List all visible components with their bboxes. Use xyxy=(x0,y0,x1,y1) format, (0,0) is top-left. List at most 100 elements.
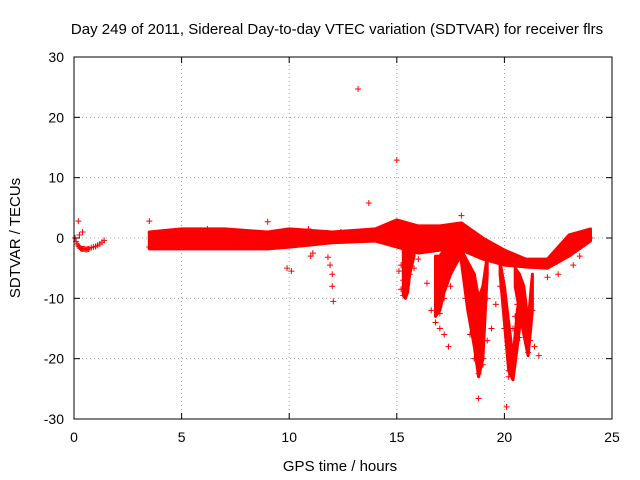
data-point xyxy=(309,250,316,257)
x-axis-label: GPS time / hours xyxy=(283,458,397,475)
data-bands xyxy=(147,218,592,382)
data-point xyxy=(510,260,517,267)
data-point xyxy=(256,236,263,243)
data-point xyxy=(477,247,484,254)
data-point xyxy=(299,235,306,241)
data-point xyxy=(466,331,473,338)
data-point xyxy=(76,231,83,238)
data-point xyxy=(243,235,250,241)
data-point xyxy=(330,298,337,305)
x-tick-label: 5 xyxy=(178,429,186,445)
data-point xyxy=(458,231,465,238)
data-point xyxy=(462,295,469,302)
data-point xyxy=(318,235,325,241)
data-point xyxy=(169,230,176,237)
data-point xyxy=(101,237,108,244)
data-point xyxy=(505,373,512,380)
data-point xyxy=(475,395,482,402)
data-point xyxy=(411,265,418,272)
data-point xyxy=(344,231,351,238)
data-point xyxy=(441,295,448,302)
data-point xyxy=(249,233,256,240)
data-point xyxy=(174,231,181,238)
data-point xyxy=(503,259,510,266)
data-point xyxy=(581,238,588,245)
data-point xyxy=(531,343,538,350)
data-point xyxy=(393,157,400,164)
data-point xyxy=(479,355,486,362)
data-point xyxy=(492,301,499,308)
data-point xyxy=(432,228,439,235)
data-point xyxy=(324,230,331,237)
data-point xyxy=(288,268,295,275)
axis-ticks: 0 5 10 15 20 25 -30 -20 -10 0 10 20 30 xyxy=(44,49,620,445)
data-point xyxy=(165,238,172,245)
data-point xyxy=(471,355,478,362)
data-point xyxy=(365,200,372,207)
data-point xyxy=(458,212,465,219)
data-point xyxy=(512,313,519,320)
y-tick-label: -30 xyxy=(44,411,64,427)
y-tick-label: 30 xyxy=(48,49,64,65)
data-point xyxy=(445,343,452,350)
data-point xyxy=(432,319,439,326)
data-point xyxy=(479,361,486,368)
data-point xyxy=(406,230,413,237)
data-point xyxy=(501,325,508,332)
data-point xyxy=(400,277,407,284)
data-point xyxy=(464,235,471,241)
data-point xyxy=(197,233,204,240)
y-tick-label: 0 xyxy=(56,230,64,246)
data-point xyxy=(292,231,299,238)
data-point xyxy=(436,325,443,332)
data-point xyxy=(484,295,491,302)
data-point xyxy=(389,230,396,237)
data-point xyxy=(522,262,529,269)
data-point xyxy=(383,225,390,232)
data-points xyxy=(72,85,594,410)
y-tick-label: 10 xyxy=(48,170,64,186)
data-point xyxy=(217,233,224,240)
data-point xyxy=(337,228,344,235)
data-point xyxy=(307,253,314,260)
data-point xyxy=(350,235,357,241)
x-tick-label: 20 xyxy=(497,429,513,445)
data-point xyxy=(542,257,549,264)
data-point xyxy=(529,260,536,267)
data-point xyxy=(236,238,243,245)
data-point xyxy=(568,250,575,257)
data-point xyxy=(497,256,504,263)
data-point xyxy=(518,313,525,320)
data-point xyxy=(154,241,161,248)
data-point xyxy=(400,231,407,238)
data-point xyxy=(436,310,443,317)
data-point xyxy=(262,231,269,238)
data-point xyxy=(512,343,519,350)
data-point xyxy=(445,230,452,237)
data-point xyxy=(503,403,510,410)
data-band-main-band xyxy=(147,218,592,270)
data-point xyxy=(286,227,293,234)
data-point xyxy=(497,283,504,290)
data-point xyxy=(548,256,555,263)
chart-title: Day 249 of 2011, Sidereal Day-to-day VTE… xyxy=(71,21,603,38)
data-point xyxy=(370,231,377,238)
data-point xyxy=(423,280,430,287)
data-point xyxy=(535,352,542,359)
data-point xyxy=(376,235,383,241)
data-point xyxy=(204,225,211,232)
x-tick-label: 15 xyxy=(389,429,405,445)
x-tick-label: 25 xyxy=(604,429,620,445)
data-point xyxy=(415,256,422,263)
data-point xyxy=(525,349,532,356)
data-point xyxy=(490,253,497,260)
x-tick-label: 0 xyxy=(70,429,78,445)
data-point xyxy=(576,253,583,260)
data-point xyxy=(587,235,594,241)
data-point xyxy=(329,271,336,278)
data-point xyxy=(146,218,153,225)
data-point xyxy=(406,271,413,278)
data-point xyxy=(178,235,185,241)
data-point xyxy=(428,307,435,314)
data-point xyxy=(447,283,454,290)
